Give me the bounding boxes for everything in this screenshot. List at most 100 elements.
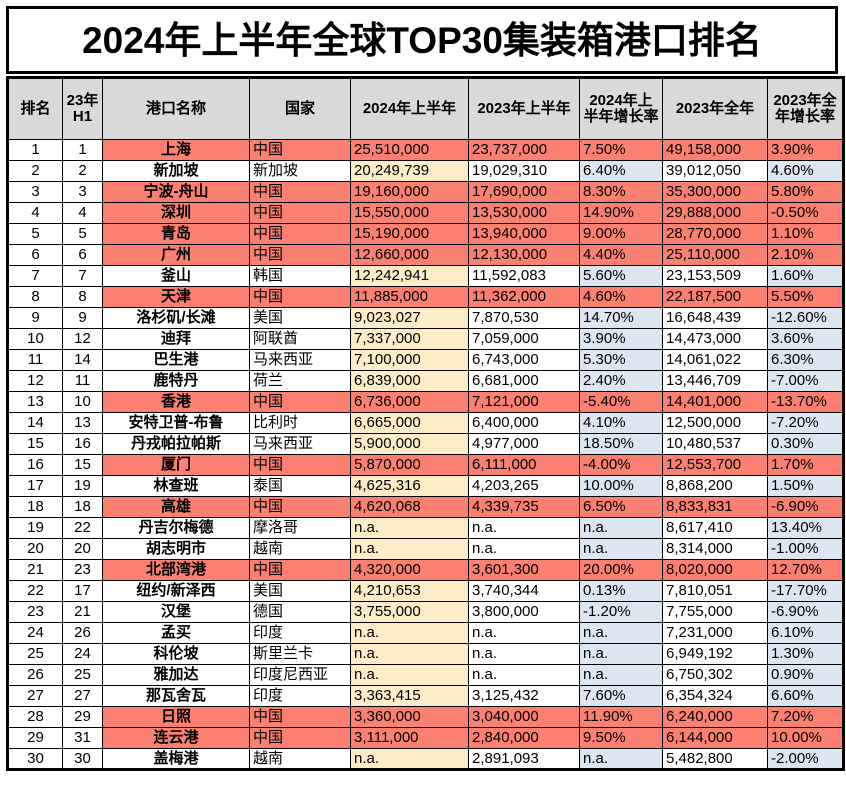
cell-2023-growth: -13.70%: [767, 391, 844, 413]
cell-2023-full-year: 10,480,537: [662, 433, 768, 455]
cell-port-name: 盖梅港: [102, 748, 250, 770]
cell-port-name: 丹戎帕拉帕斯: [102, 433, 250, 455]
cell-2024h1-volume: 6,665,000: [350, 412, 469, 434]
cell-country: 中国: [249, 706, 351, 728]
cell-rank: 18: [7, 496, 63, 518]
cell-port-name: 雅加达: [102, 664, 250, 686]
cell-2023h1-volume: 3,740,344: [468, 580, 580, 602]
cell-rank-2023h1: 17: [62, 580, 103, 602]
cell-country: 中国: [249, 286, 351, 308]
cell-2023-growth: 6.60%: [767, 685, 844, 707]
cell-rank-2023h1: 10: [62, 391, 103, 413]
cell-2024h1-volume: 4,620,068: [350, 496, 469, 518]
cell-2024h1-volume: 5,870,000: [350, 454, 469, 476]
cell-rank-2023h1: 15: [62, 454, 103, 476]
cell-rank: 25: [7, 643, 63, 665]
cell-2023h1-volume: 6,111,000: [468, 454, 580, 476]
cell-rank: 15: [7, 433, 63, 455]
cell-port-name: 安特卫普-布鲁: [102, 412, 250, 434]
cell-rank: 11: [7, 349, 63, 371]
column-header-2023-full-year: 2023年全年: [662, 77, 768, 140]
cell-2024h1-growth: 5.60%: [579, 265, 663, 287]
table-row: 7 7 釜山 韩国 12,242,941 11,592,083 5.60% 23,153,50…: [7, 265, 844, 287]
table-row: 4 4 深圳 中国 15,550,000 13,530,000 14.90% 29,888,0…: [7, 202, 844, 224]
cell-2023h1-volume: 2,891,093: [468, 748, 580, 770]
cell-rank-2023h1: 27: [62, 685, 103, 707]
cell-2024h1-growth: 3.90%: [579, 328, 663, 350]
cell-port-name: 广州: [102, 244, 250, 266]
cell-rank-2023h1: 30: [62, 748, 103, 770]
cell-rank-2023h1: 22: [62, 517, 103, 539]
cell-2024h1-volume: 6,839,000: [350, 370, 469, 392]
cell-port-name: 汉堡: [102, 601, 250, 623]
cell-2023h1-volume: 7,121,000: [468, 391, 580, 413]
cell-country: 德国: [249, 601, 351, 623]
cell-rank-2023h1: 25: [62, 664, 103, 686]
column-header-rank: 排名: [7, 77, 63, 140]
cell-2023-growth: 3.90%: [767, 139, 844, 161]
cell-2024h1-growth: 7.60%: [579, 685, 663, 707]
cell-rank: 28: [7, 706, 63, 728]
table-row: 23 21 汉堡 德国 3,755,000 3,800,000 -1.20% 7,755,00…: [7, 601, 844, 623]
cell-rank: 22: [7, 580, 63, 602]
cell-2023-full-year: 6,240,000: [662, 706, 768, 728]
column-header-port-name: 港口名称: [102, 77, 250, 140]
cell-2024h1-growth: 10.00%: [579, 475, 663, 497]
cell-2023h1-volume: 3,601,300: [468, 559, 580, 581]
cell-port-name: 天津: [102, 286, 250, 308]
cell-2023h1-volume: 7,059,000: [468, 328, 580, 350]
cell-2023-growth: 4.60%: [767, 160, 844, 182]
cell-2024h1-volume: n.a.: [350, 664, 469, 686]
cell-rank: 30: [7, 748, 63, 770]
cell-2024h1-volume: 19,160,000: [350, 181, 469, 203]
cell-2023-growth: 7.20%: [767, 706, 844, 728]
table-body: 1 1 上海 中国 25,510,000 23,737,000 7.50% 49,158,00…: [7, 139, 844, 770]
cell-2023-full-year: 5,482,800: [662, 748, 768, 770]
cell-2024h1-growth: 5.30%: [579, 349, 663, 371]
cell-rank-2023h1: 14: [62, 349, 103, 371]
table-row: 15 16 丹戎帕拉帕斯 马来西亚 5,900,000 4,977,000 18.50% 10…: [7, 433, 844, 455]
cell-2023-growth: -0.50%: [767, 202, 844, 224]
cell-2023h1-volume: 7,870,530: [468, 307, 580, 329]
cell-rank-2023h1: 18: [62, 496, 103, 518]
cell-2023-full-year: 6,144,000: [662, 727, 768, 749]
cell-rank-2023h1: 31: [62, 727, 103, 749]
cell-port-name: 釜山: [102, 265, 250, 287]
cell-rank: 24: [7, 622, 63, 644]
cell-country: 中国: [249, 181, 351, 203]
cell-2024h1-volume: n.a.: [350, 517, 469, 539]
cell-port-name: 深圳: [102, 202, 250, 224]
cell-country: 中国: [249, 496, 351, 518]
cell-2023-growth: 6.30%: [767, 349, 844, 371]
cell-rank-2023h1: 21: [62, 601, 103, 623]
cell-port-name: 青岛: [102, 223, 250, 245]
cell-2024h1-volume: 3,363,415: [350, 685, 469, 707]
cell-2023h1-volume: 2,840,000: [468, 727, 580, 749]
cell-country: 中国: [249, 727, 351, 749]
cell-port-name: 巴生港: [102, 349, 250, 371]
cell-port-name: 丹吉尔梅德: [102, 517, 250, 539]
cell-port-name: 北部湾港: [102, 559, 250, 581]
title-banner: 2024年上半年全球TOP30集装箱港口排名: [6, 6, 838, 74]
cell-2024h1-growth: -5.40%: [579, 391, 663, 413]
cell-2024h1-growth: 8.30%: [579, 181, 663, 203]
table-row: 14 13 安特卫普-布鲁 比利时 6,665,000 6,400,000 4.10% 12,…: [7, 412, 844, 434]
cell-rank-2023h1: 1: [62, 139, 103, 161]
cell-port-name: 林查班: [102, 475, 250, 497]
table-header-row: 排名 23年H1 港口名称 国家 2024年上半年 2023年上半年 2024年…: [7, 77, 844, 140]
table-row: 9 9 洛杉矶/长滩 美国 9,023,027 7,870,530 14.70% 16,648…: [7, 307, 844, 329]
cell-country: 中国: [249, 454, 351, 476]
cell-port-name: 厦门: [102, 454, 250, 476]
cell-2023-growth: 10.00%: [767, 727, 844, 749]
cell-2023-growth: 3.60%: [767, 328, 844, 350]
table-row: 16 15 厦门 中国 5,870,000 6,111,000 -4.00% 12,553,7…: [7, 454, 844, 476]
cell-2023-full-year: 6,354,324: [662, 685, 768, 707]
cell-2023-full-year: 14,473,000: [662, 328, 768, 350]
cell-2023-full-year: 7,755,000: [662, 601, 768, 623]
cell-country: 美国: [249, 580, 351, 602]
cell-2024h1-growth: 20.00%: [579, 559, 663, 581]
cell-rank: 26: [7, 664, 63, 686]
cell-country: 荷兰: [249, 370, 351, 392]
table-row: 21 23 北部湾港 中国 4,320,000 3,601,300 20.00% 8,020,…: [7, 559, 844, 581]
cell-2023-full-year: 35,300,000: [662, 181, 768, 203]
